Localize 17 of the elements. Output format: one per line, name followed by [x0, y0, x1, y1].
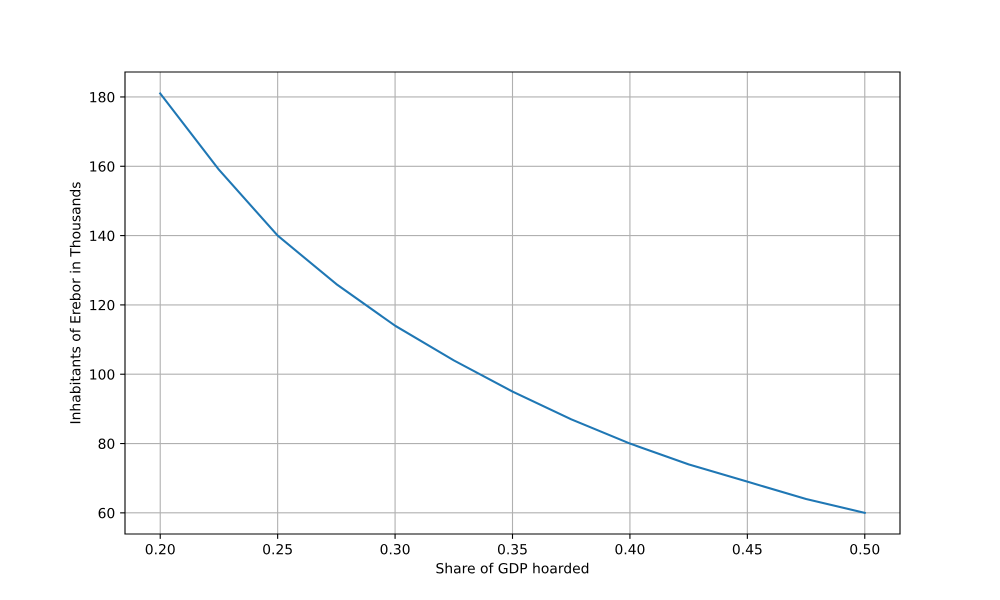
x-axis-title: Share of GDP hoarded	[436, 562, 588, 574]
y-tick-label: 80	[98, 438, 114, 450]
line-series	[159, 92, 866, 514]
x-tick-label: 0.35	[498, 544, 527, 554]
x-tick-label: 0.40	[615, 544, 644, 554]
x-tick-label: 0.50	[850, 544, 880, 554]
y-axis-title: Inhabitants of Erebor in Thousands	[70, 182, 81, 424]
y-tick-label: 180	[90, 92, 114, 102]
y-tick-label: 140	[90, 230, 114, 242]
y-tick-label: 120	[90, 300, 114, 310]
y-tick-label: 60	[98, 508, 114, 518]
y-tick-label: 100	[90, 369, 114, 380]
x-tick-label: 0.30	[380, 544, 410, 554]
x-tick-label: 0.25	[263, 544, 292, 554]
x-tick-label: 0.20	[146, 544, 175, 554]
x-tick-label: 0.45	[732, 544, 762, 554]
y-tick-label: 160	[90, 161, 114, 172]
